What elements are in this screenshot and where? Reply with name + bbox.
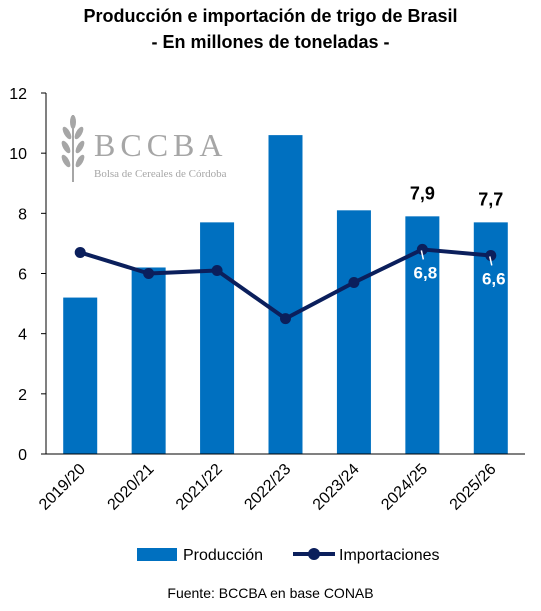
y-tick-label-4: 8 bbox=[18, 206, 27, 223]
y-tick-label-6: 12 bbox=[9, 86, 27, 103]
wheat-icon bbox=[61, 115, 85, 182]
watermark-org-name: Bolsa de Cereales de Córdoba bbox=[94, 168, 227, 180]
y-tick-label-3: 6 bbox=[18, 267, 27, 284]
data-label-produccion-6: 7,7 bbox=[478, 189, 503, 209]
legend-label-importaciones: Importaciones bbox=[339, 547, 440, 564]
y-tick-label-0: 0 bbox=[18, 447, 27, 464]
point-importaciones-4 bbox=[348, 277, 360, 289]
y-tick-label-2: 4 bbox=[18, 327, 27, 344]
x-tick-label-1: 2020/21 bbox=[105, 461, 158, 514]
bar-produccion-2 bbox=[200, 222, 235, 454]
data-labels-layer: 7,9 7,7 6,8 6,6 bbox=[410, 183, 506, 288]
bar-produccion-0 bbox=[63, 297, 98, 454]
x-tick-label-4: 2023/24 bbox=[310, 461, 363, 514]
point-importaciones-2 bbox=[211, 264, 223, 276]
data-label-produccion-5: 7,9 bbox=[410, 183, 435, 203]
x-tick-label-2: 2021/22 bbox=[173, 461, 226, 514]
y-tick-label-1: 2 bbox=[18, 387, 27, 404]
x-tick-label-3: 2022/23 bbox=[241, 461, 294, 514]
point-importaciones-5 bbox=[416, 243, 428, 255]
legend-swatch-produccion bbox=[137, 548, 177, 561]
source-note: Fuente: BCCBA en base CONAB bbox=[167, 585, 374, 601]
line-layer bbox=[74, 243, 497, 325]
point-importaciones-1 bbox=[143, 268, 155, 279]
point-importaciones-0 bbox=[74, 246, 86, 258]
legend-marker-importaciones bbox=[308, 548, 320, 560]
data-label-leader-6 bbox=[489, 256, 493, 266]
bar-produccion-1 bbox=[131, 267, 166, 454]
point-importaciones-6 bbox=[485, 249, 497, 261]
x-tick-label-6: 2025/26 bbox=[447, 461, 500, 514]
chart-subtitle: - En millones de toneladas - bbox=[151, 32, 390, 52]
y-tick-label-5: 10 bbox=[9, 146, 27, 163]
data-label-leader-5 bbox=[420, 250, 425, 260]
watermark-logo-text: BCCBA bbox=[94, 127, 227, 163]
bar-produccion-3 bbox=[268, 135, 303, 454]
bars-layer bbox=[63, 135, 508, 454]
bar-produccion-4 bbox=[336, 210, 371, 454]
bccba-logo-watermark: BCCBA Bolsa de Cereales de Córdoba bbox=[61, 115, 227, 182]
point-importaciones-3 bbox=[280, 313, 291, 325]
data-label-importaciones-5: 6,8 bbox=[414, 263, 438, 282]
legend: Producción Importaciones bbox=[137, 547, 440, 564]
chart-title: Producción e importación de trigo de Bra… bbox=[83, 6, 458, 26]
data-label-importaciones-6: 6,6 bbox=[482, 269, 506, 288]
legend-label-produccion: Producción bbox=[183, 547, 263, 564]
x-tick-label-0: 2019/20 bbox=[36, 461, 89, 514]
x-tick-label-5: 2024/25 bbox=[378, 461, 431, 514]
